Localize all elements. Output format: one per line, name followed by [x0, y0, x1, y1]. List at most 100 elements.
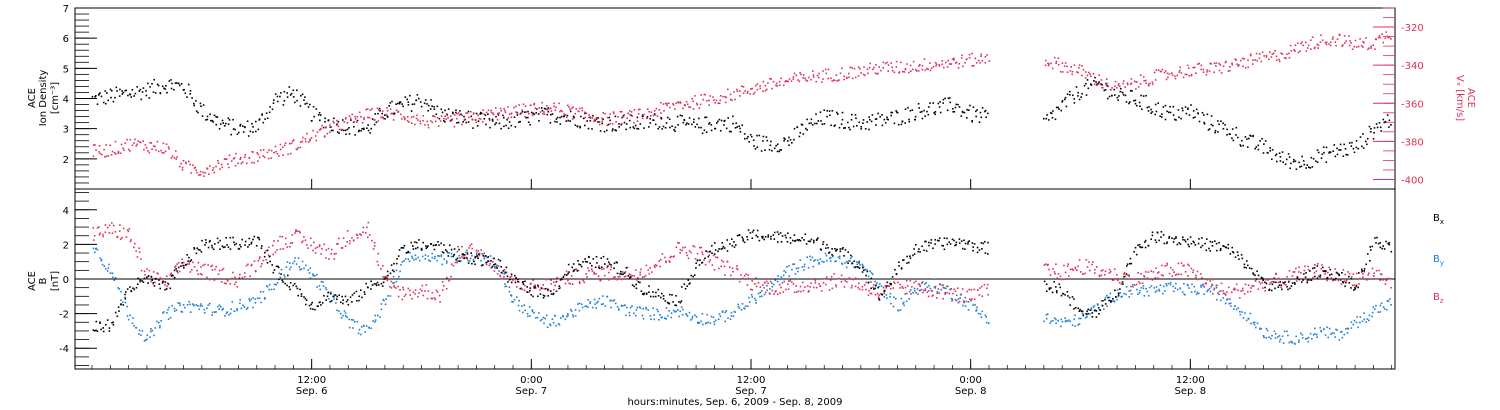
ion-density-series-point — [438, 117, 441, 120]
ion-density-series-point — [1302, 160, 1305, 162]
vx-series-point — [692, 100, 694, 103]
bx-series-point — [197, 248, 200, 251]
vx-series-point — [110, 154, 113, 156]
x-tick-date: Sep. 7 — [735, 386, 767, 397]
by-series-point — [899, 309, 902, 311]
bz-series-point — [241, 276, 244, 279]
ion-density-series-point — [829, 114, 831, 117]
bz-series-point — [809, 286, 811, 288]
by-series-point — [200, 303, 202, 305]
bz-series-point — [170, 272, 172, 275]
by-series-point — [1155, 286, 1158, 288]
ion-density-series-point — [290, 92, 293, 95]
ion-density-series-point — [1148, 106, 1150, 108]
by-series-point — [567, 313, 569, 315]
ion-density-series-point — [573, 116, 575, 119]
ion-density-series-point — [1073, 98, 1075, 100]
bx-series-point — [543, 295, 546, 297]
bz-series-point — [783, 280, 786, 283]
bz-series-point — [528, 291, 530, 293]
ion-density-series-point — [1212, 124, 1214, 127]
bz-series-point — [825, 283, 827, 286]
bx-series-point — [393, 262, 395, 265]
bz-series-point — [942, 297, 944, 300]
bx-series-point — [870, 277, 873, 280]
bx-series-point — [1186, 238, 1189, 241]
by-series-point — [468, 260, 471, 262]
bz-series-point — [136, 256, 139, 258]
by-series-point — [325, 288, 328, 291]
bz-series-point — [951, 300, 953, 302]
bx-series-point — [173, 269, 176, 272]
bx-series-point — [526, 286, 528, 288]
by-series-point — [510, 295, 513, 297]
bz-series-point — [1178, 273, 1180, 276]
vx-series-point — [105, 155, 108, 158]
bz-series-point — [711, 264, 714, 266]
by-series-point — [667, 315, 669, 317]
vx-series-point — [1081, 74, 1083, 77]
bz-series-point — [93, 239, 95, 241]
by-series-point — [1368, 319, 1370, 322]
ion-density-series-point — [138, 90, 141, 92]
vx-series-point — [880, 69, 882, 72]
vx-series-point — [202, 171, 204, 174]
by-series-point — [572, 314, 574, 316]
bx-series-point — [317, 305, 319, 308]
bx-series-point — [108, 330, 111, 332]
bz-series-point — [279, 248, 282, 250]
bx-series-point — [1206, 238, 1208, 240]
ion-density-series-point — [1117, 99, 1119, 101]
vx-series-point — [1197, 63, 1199, 65]
vx-series-point — [541, 101, 543, 104]
bz-series-point — [245, 264, 248, 267]
bz-series-point — [307, 247, 309, 249]
by-series-point — [1204, 282, 1206, 285]
bz-series-point — [907, 285, 909, 287]
bz-series-point — [450, 275, 452, 278]
by-series-point — [330, 291, 332, 294]
by-series-point — [972, 304, 974, 306]
ion-density-series-point — [388, 105, 390, 107]
by-series-point — [1208, 287, 1211, 290]
bz-series-point — [970, 289, 973, 291]
vx-series-point — [161, 151, 163, 154]
bx-series-point — [889, 282, 891, 285]
ion-density-series-point — [896, 111, 899, 114]
ion-density-series-point — [292, 96, 295, 98]
bz-series-point — [890, 288, 892, 290]
bx-series-point — [1135, 253, 1138, 256]
bz-series-point — [789, 279, 791, 282]
by-series-point — [1130, 293, 1133, 295]
bz-series-point — [1174, 274, 1177, 276]
vx-series-point — [142, 140, 144, 142]
bx-series-point — [930, 242, 932, 244]
by-series-point — [1172, 290, 1175, 293]
vx-series-point — [1053, 56, 1056, 59]
ion-density-series-point — [398, 101, 401, 103]
bz-series-point — [920, 288, 923, 291]
vx-series-point — [513, 106, 515, 109]
bx-series-point — [1298, 278, 1300, 281]
bx-series-point — [336, 295, 338, 298]
by-series-point — [179, 302, 181, 305]
by-series-point — [1158, 290, 1161, 292]
vx-series-point — [550, 110, 553, 112]
vx-series-point — [204, 172, 206, 174]
by-series-point — [1286, 330, 1288, 333]
bx-series-point — [960, 240, 963, 242]
bz-series-point — [883, 292, 885, 295]
vx-series-point — [1268, 58, 1270, 61]
vx-series-point — [215, 165, 217, 168]
ion-density-series-point — [662, 125, 665, 128]
by-series-point — [823, 261, 825, 263]
by-series-point — [1084, 317, 1087, 319]
by-series-point — [504, 285, 506, 288]
bx-series-point — [341, 295, 343, 298]
ion-density-series-point — [467, 121, 470, 123]
by-series-point — [838, 255, 841, 258]
bx-series-point — [1064, 294, 1066, 296]
ion-density-series-point — [1090, 84, 1093, 86]
bx-series-point — [1307, 279, 1309, 281]
ion-density-series-point — [218, 128, 221, 130]
